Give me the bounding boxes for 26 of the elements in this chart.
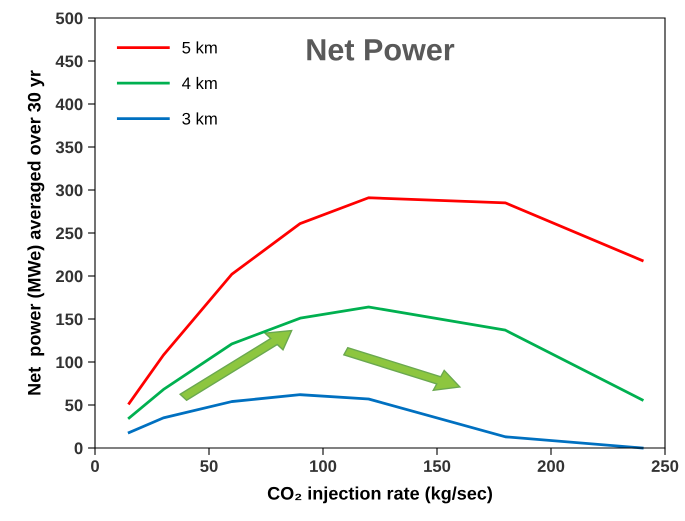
x-tick-label: 250 [652, 460, 678, 472]
y-tick-label: 0 [74, 442, 83, 454]
legend-label: 3 km [182, 112, 217, 125]
y-tick-label: 250 [56, 227, 83, 240]
y-axis-title: Net power (MWe) averaged over 30 yr [27, 70, 44, 395]
line-series [128, 393, 644, 450]
legend-label: 5 km [182, 41, 217, 54]
x-tick-label: 100 [310, 460, 336, 472]
text: Net Power [307, 39, 454, 61]
line-series [128, 306, 644, 420]
y-tick-label: 100 [56, 356, 83, 368]
x-tick-label: 50 [200, 460, 218, 472]
legend-label: 4 km [182, 76, 217, 89]
x-axis-title: CO₂ injection rate (kg/sec) [268, 486, 492, 504]
x-tick-label: 200 [538, 460, 564, 472]
y-tick-label: 300 [56, 184, 83, 196]
y-tick-label: 450 [56, 55, 83, 68]
x-tick-label: 0 [91, 460, 99, 472]
y-tick-label: 50 [65, 399, 83, 412]
x-tick-label: 150 [424, 460, 450, 472]
y-tick-label: 350 [56, 141, 83, 154]
y-tick-label: 200 [56, 270, 83, 282]
y-tick-label: 500 [56, 12, 83, 24]
line-series [128, 196, 644, 405]
y-tick-label: 150 [56, 313, 83, 326]
y-tick-label: 400 [56, 98, 83, 110]
